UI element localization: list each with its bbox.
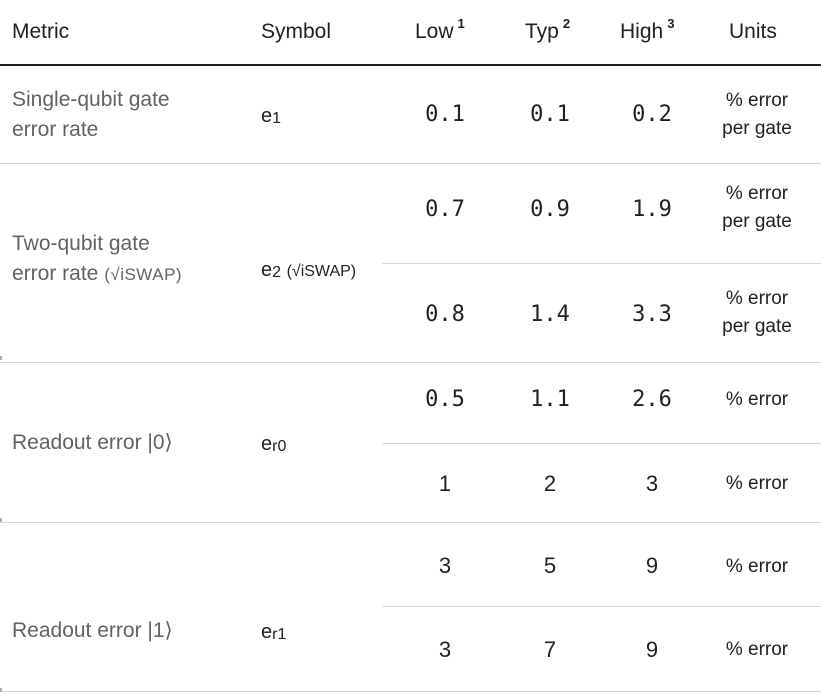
- header-high-footnote: 3: [667, 15, 675, 31]
- single-typ-value: 0.1: [530, 102, 570, 127]
- readout1-b-unit: % error: [725, 639, 789, 660]
- single-unit-line1: % error: [725, 90, 789, 111]
- header-low-label: Low: [415, 20, 454, 43]
- two-b-unit-line1: % error: [725, 288, 789, 309]
- header-units-label: Units: [729, 20, 777, 43]
- single-high-value: 0.2: [632, 102, 672, 127]
- readout0-b-unit: % error: [725, 473, 789, 494]
- header-symbol-label: Symbol: [261, 20, 332, 43]
- readout1-a-unit: % error: [725, 556, 789, 577]
- two-a-high-value: 1.9: [632, 197, 672, 222]
- readout0-b-low-value: 1: [438, 471, 452, 496]
- symbol-e2-base: e: [261, 259, 273, 281]
- two-a-typ-value: 0.9: [530, 197, 570, 222]
- sub-row-divider: [382, 443, 821, 444]
- readout0-b-high-value: 3: [645, 471, 659, 496]
- readout0-a-typ-value: 1.1: [530, 387, 570, 412]
- two-b-low-value: 0.8: [425, 302, 465, 327]
- two-a-unit-line2: per gate: [722, 211, 792, 232]
- two-b-unit-line2: per gate: [722, 316, 792, 337]
- header-low-footnote: 1: [457, 15, 465, 31]
- two-a-unit: % error per gate: [700, 180, 814, 236]
- sub-row-divider: [382, 606, 821, 607]
- row-marker: [0, 518, 2, 522]
- metric-two-qubit-suffix: (√iSWAP): [104, 265, 183, 284]
- metric-two-qubit-line2: error rate: [12, 262, 99, 285]
- readout1-a-high-value: 9: [645, 553, 659, 578]
- two-a-low-value: 0.7: [425, 197, 465, 222]
- header-typ-footnote: 2: [562, 15, 571, 31]
- header-metric-label: Metric: [12, 20, 70, 43]
- symbol-er0-sub: r0: [272, 438, 287, 455]
- readout1-b-high-value: 9: [645, 637, 659, 662]
- header-divider: [0, 64, 821, 66]
- metric-single-qubit-line1: Single-qubit gate: [12, 88, 170, 111]
- symbol-e2: e2 (√iSWAP): [261, 259, 356, 282]
- symbol-e1: e1: [261, 105, 281, 128]
- header-typ-label: Typ: [525, 20, 559, 43]
- header-symbol: Symbol: [261, 0, 331, 64]
- symbol-er1-base: e: [261, 621, 273, 643]
- symbol-e2-suffix: (√iSWAP): [286, 263, 357, 280]
- header-units: Units: [729, 0, 777, 64]
- readout0-b-typ-value: 2: [543, 471, 557, 496]
- single-unit-line2: per gate: [722, 118, 792, 139]
- metric-single-qubit: Single-qubit gate error rate: [12, 85, 242, 145]
- metric-two-qubit: Two-qubit gate error rate (√iSWAP): [12, 229, 242, 290]
- row-marker: [0, 356, 2, 360]
- symbol-er1: er1: [261, 621, 286, 644]
- header-metric: Metric: [12, 0, 69, 64]
- header-high: High 3: [620, 0, 674, 64]
- header-typ: Typ 2: [525, 0, 570, 64]
- metric-readout-1: Readout error |1⟩: [12, 619, 173, 642]
- readout0-a-low-value: 0.5: [425, 387, 465, 412]
- two-b-high-value: 3.3: [632, 302, 672, 327]
- readout0-a-high-value: 2.6: [632, 387, 672, 412]
- readout0-a-unit: % error: [725, 389, 789, 410]
- row-marker: [0, 688, 2, 692]
- sub-row-divider: [382, 263, 821, 264]
- single-low-value: 0.1: [425, 102, 465, 127]
- symbol-e1-base: e: [261, 105, 273, 127]
- metric-two-qubit-line2-wrap: error rate (√iSWAP): [12, 259, 242, 290]
- metric-two-qubit-line1: Two-qubit gate: [12, 232, 150, 255]
- readout1-b-typ-value: 7: [543, 637, 557, 662]
- row-divider: [0, 691, 821, 692]
- metric-single-qubit-line2: error rate: [12, 118, 99, 141]
- symbol-er0: er0: [261, 433, 286, 456]
- two-a-unit-line1: % error: [725, 183, 789, 204]
- readout1-a-typ-value: 5: [543, 553, 557, 578]
- header-low: Low 1: [415, 0, 465, 64]
- readout1-b-low-value: 3: [438, 637, 452, 662]
- single-unit: % error per gate: [700, 87, 814, 143]
- symbol-e1-sub: 1: [272, 110, 282, 127]
- row-divider: [0, 522, 821, 523]
- symbol-er1-sub: r1: [272, 626, 287, 643]
- readout1-a-low-value: 3: [438, 553, 452, 578]
- row-divider: [0, 362, 821, 363]
- metric-readout-0: Readout error |0⟩: [12, 431, 173, 454]
- row-divider: [0, 163, 821, 164]
- symbol-er0-base: e: [261, 433, 273, 455]
- two-b-typ-value: 1.4: [530, 302, 570, 327]
- two-b-unit: % error per gate: [700, 285, 814, 341]
- header-high-label: High: [620, 20, 664, 43]
- symbol-e2-sub: 2: [272, 264, 282, 281]
